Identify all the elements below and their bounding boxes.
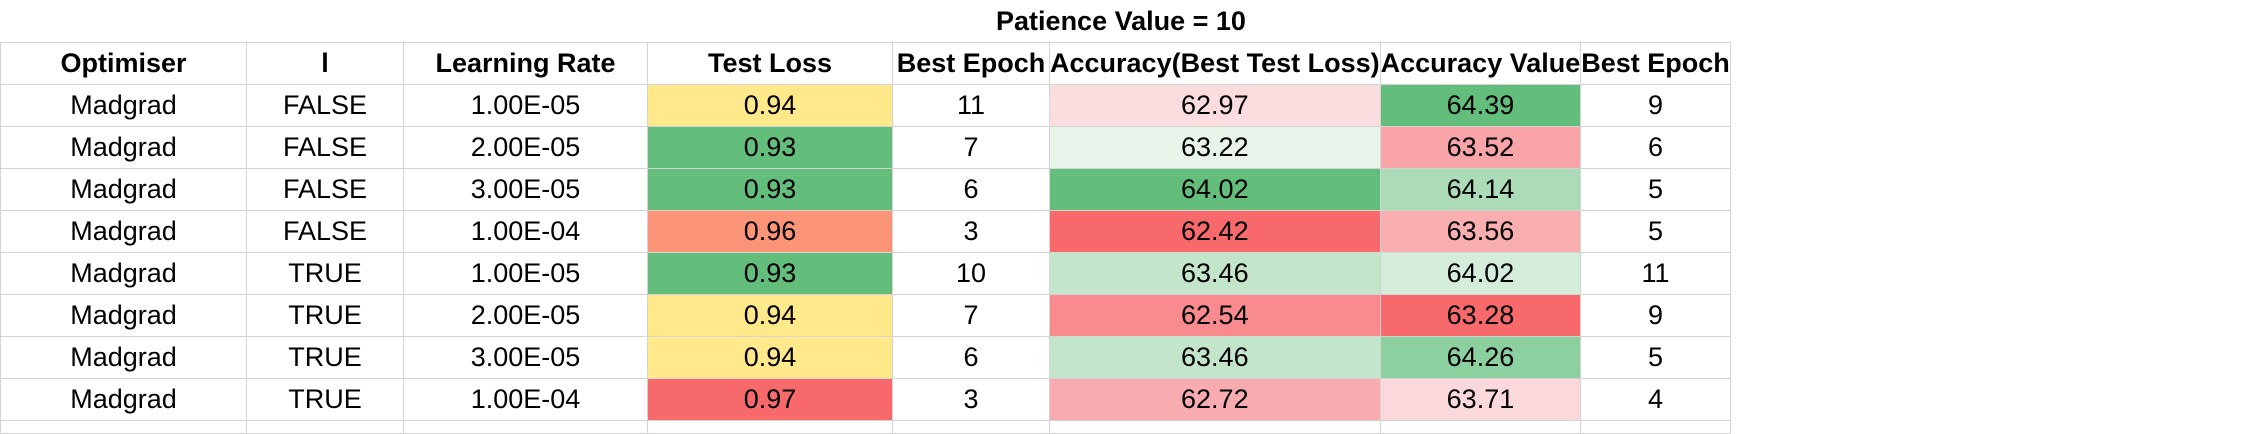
- table-cell[interactable]: Madgrad: [0, 336, 247, 379]
- table-cell[interactable]: 64.02: [1379, 252, 1582, 295]
- table-cell[interactable]: Madgrad: [0, 126, 247, 169]
- table-cell[interactable]: 64.14: [1379, 168, 1582, 211]
- table-cell[interactable]: 63.28: [1379, 294, 1582, 337]
- table-cell[interactable]: FALSE: [246, 84, 404, 127]
- table-cell[interactable]: 1.00E-05: [403, 252, 648, 295]
- table-cell[interactable]: 10: [892, 252, 1050, 295]
- empty-cell[interactable]: [1049, 420, 1381, 434]
- table-cell[interactable]: 0.93: [647, 252, 893, 295]
- table-cell[interactable]: 3.00E-05: [403, 336, 648, 379]
- table-cell[interactable]: 63.56: [1379, 210, 1582, 253]
- table-cell[interactable]: 0.97: [647, 378, 893, 421]
- table-row: Madgrad TRUE 2.00E-05 0.94 7 62.54 63.28…: [0, 294, 1731, 337]
- table-cell[interactable]: 11: [1580, 252, 1731, 295]
- table-cell[interactable]: 63.52: [1379, 126, 1582, 169]
- table-cell[interactable]: 6: [1580, 126, 1731, 169]
- header-cell[interactable]: Test Loss: [647, 42, 893, 85]
- table-cell[interactable]: Madgrad: [0, 84, 247, 127]
- empty-cell[interactable]: [0, 420, 247, 434]
- table-cell[interactable]: Madgrad: [0, 168, 247, 211]
- table-cell[interactable]: 62.54: [1049, 294, 1381, 337]
- table-row: Madgrad TRUE 1.00E-05 0.93 10 63.46 64.0…: [0, 252, 1731, 295]
- table-cell[interactable]: 63.46: [1049, 252, 1381, 295]
- empty-cell[interactable]: [246, 420, 404, 434]
- table-cell[interactable]: Madgrad: [0, 252, 247, 295]
- table-cell[interactable]: Madgrad: [0, 210, 247, 253]
- table-cell[interactable]: 63.22: [1049, 126, 1381, 169]
- table-row: Madgrad TRUE 1.00E-04 0.97 3 62.72 63.71…: [0, 378, 1731, 421]
- table-cell[interactable]: 1.00E-04: [403, 210, 648, 253]
- header-cell[interactable]: l: [246, 42, 404, 85]
- table-cell[interactable]: 62.42: [1049, 210, 1381, 253]
- table-cell[interactable]: 3: [892, 378, 1050, 421]
- table-cell[interactable]: 5: [1580, 210, 1731, 253]
- table-cell[interactable]: TRUE: [246, 336, 404, 379]
- table-cell[interactable]: 5: [1580, 336, 1731, 379]
- table-cell[interactable]: 0.94: [647, 336, 893, 379]
- table-cell[interactable]: Madgrad: [0, 294, 247, 337]
- header-cell[interactable]: Best Epoch: [1580, 42, 1731, 85]
- table-cell[interactable]: 11: [892, 84, 1050, 127]
- table-cell[interactable]: 1.00E-05: [403, 84, 648, 127]
- table-cell[interactable]: 62.97: [1049, 84, 1381, 127]
- table-cell[interactable]: 0.94: [647, 294, 893, 337]
- empty-cell[interactable]: [892, 420, 1050, 434]
- table-cell[interactable]: 64.02: [1049, 168, 1381, 211]
- table-cell[interactable]: 3: [892, 210, 1050, 253]
- table-row: Madgrad FALSE 2.00E-05 0.93 7 63.22 63.5…: [0, 126, 1731, 169]
- table-cell[interactable]: 62.72: [1049, 378, 1381, 421]
- table-cell[interactable]: 2.00E-05: [403, 126, 648, 169]
- table-cell[interactable]: 9: [1580, 294, 1731, 337]
- header-cell[interactable]: Learning Rate: [403, 42, 648, 85]
- empty-cell[interactable]: [1580, 420, 1731, 434]
- table-cell[interactable]: 64.39: [1379, 84, 1582, 127]
- table-cell[interactable]: 0.93: [647, 126, 893, 169]
- table-cell[interactable]: Madgrad: [0, 378, 247, 421]
- table-row: Madgrad FALSE 1.00E-04 0.96 3 62.42 63.5…: [0, 210, 1731, 253]
- empty-cell[interactable]: [647, 420, 893, 434]
- table-cell[interactable]: FALSE: [246, 210, 404, 253]
- empty-cell[interactable]: [1379, 420, 1582, 434]
- table-cell[interactable]: FALSE: [246, 126, 404, 169]
- table-cell[interactable]: 5: [1580, 168, 1731, 211]
- results-table: Optimiser l Learning Rate Test Loss Best…: [0, 42, 1731, 434]
- sheet-title[interactable]: Patience Value = 10: [996, 6, 1246, 36]
- table-row: Madgrad TRUE 3.00E-05 0.94 6 63.46 64.26…: [0, 336, 1731, 379]
- empty-row: [0, 420, 1731, 434]
- table-cell[interactable]: TRUE: [246, 294, 404, 337]
- table-cell[interactable]: 9: [1580, 84, 1731, 127]
- table-row: Madgrad FALSE 3.00E-05 0.93 6 64.02 64.1…: [0, 168, 1731, 211]
- table-cell[interactable]: 2.00E-05: [403, 294, 648, 337]
- table-cell[interactable]: FALSE: [246, 168, 404, 211]
- table-cell[interactable]: 0.96: [647, 210, 893, 253]
- table-cell[interactable]: 64.26: [1379, 336, 1582, 379]
- header-cell[interactable]: Best Epoch: [892, 42, 1050, 85]
- header-cell[interactable]: Accuracy(Best Test Loss): [1049, 42, 1381, 85]
- table-cell[interactable]: 6: [892, 168, 1050, 211]
- table-cell[interactable]: 1.00E-04: [403, 378, 648, 421]
- table-cell[interactable]: 3.00E-05: [403, 168, 648, 211]
- header-row: Optimiser l Learning Rate Test Loss Best…: [0, 42, 1731, 85]
- table-cell[interactable]: 63.71: [1379, 378, 1582, 421]
- empty-cell[interactable]: [403, 420, 648, 434]
- table-cell[interactable]: 6: [892, 336, 1050, 379]
- table-cell[interactable]: 0.93: [647, 168, 893, 211]
- table-cell[interactable]: 0.94: [647, 84, 893, 127]
- table-cell[interactable]: TRUE: [246, 378, 404, 421]
- table-cell[interactable]: 7: [892, 294, 1050, 337]
- header-cell[interactable]: Accuracy Value: [1379, 42, 1582, 85]
- header-cell[interactable]: Optimiser: [0, 42, 247, 85]
- table-cell[interactable]: 63.46: [1049, 336, 1381, 379]
- table-cell[interactable]: 4: [1580, 378, 1731, 421]
- table-row: Madgrad FALSE 1.00E-05 0.94 11 62.97 64.…: [0, 84, 1731, 127]
- table-cell[interactable]: TRUE: [246, 252, 404, 295]
- table-cell[interactable]: 7: [892, 126, 1050, 169]
